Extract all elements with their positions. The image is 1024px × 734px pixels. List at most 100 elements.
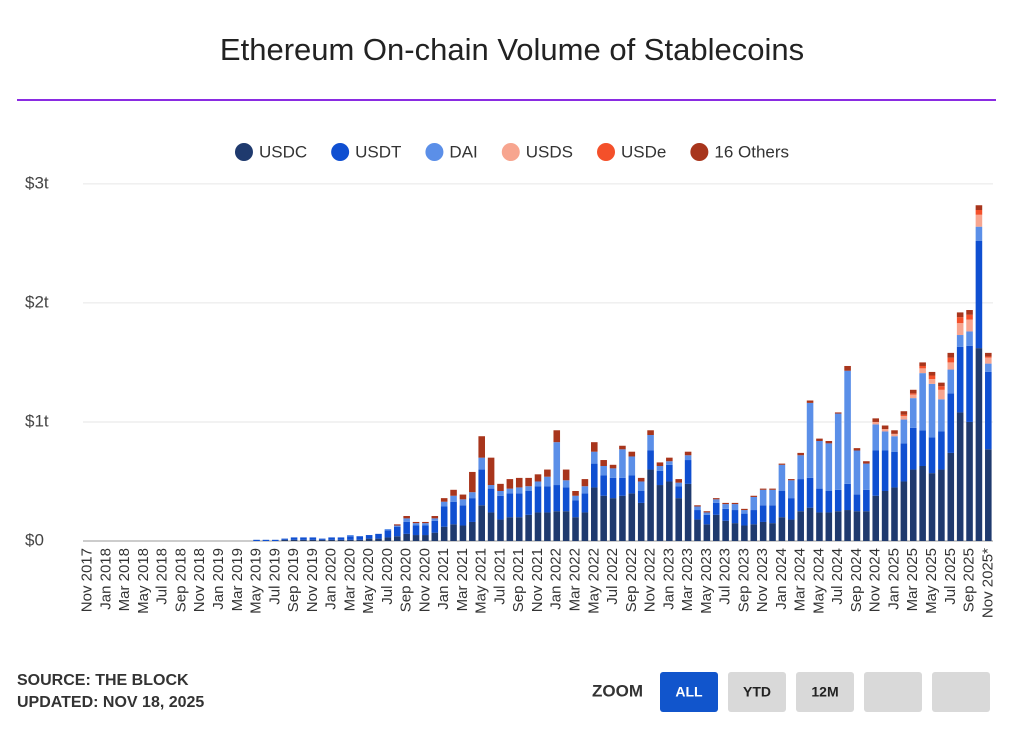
bar-segment: [956, 335, 964, 347]
legend-marker[interactable]: [501, 143, 520, 161]
legend-label[interactable]: USDC: [259, 142, 307, 161]
zoom-button[interactable]: [728, 672, 786, 712]
x-tick-label: May 2019: [248, 548, 265, 614]
legend-label[interactable]: DAI: [449, 142, 477, 161]
bar-segment: [947, 452, 955, 541]
legend-marker[interactable]: [331, 143, 350, 161]
x-tick-label: Nov 2024: [867, 548, 884, 612]
bar-segment: [619, 445, 626, 450]
bar-segment: [919, 373, 926, 431]
bar-segment: [731, 504, 739, 511]
legend-marker[interactable]: [234, 143, 253, 161]
bar-segment: [393, 536, 401, 541]
bar-segment: [600, 495, 607, 541]
x-tick-label: Jul 2022: [604, 548, 621, 605]
x-tick-label: Jan 2021: [435, 548, 452, 610]
bar-segment: [825, 443, 833, 491]
x-tick-label: May 2023: [698, 548, 715, 614]
bar-segment: [938, 431, 945, 470]
bar-segment: [393, 524, 401, 526]
legend-label[interactable]: 16 Others: [714, 142, 789, 161]
bar-segment: [872, 450, 880, 496]
bar-segment: [834, 489, 842, 512]
bar-segment: [487, 457, 495, 486]
bar-segment: [909, 398, 917, 428]
bar-segment: [365, 535, 373, 539]
bar-segment: [609, 498, 617, 541]
zoom-button[interactable]: [796, 672, 854, 712]
bar-segment: [591, 451, 598, 464]
zoom-button[interactable]: [932, 672, 990, 712]
bar-segment: [722, 504, 729, 509]
bar-segment: [712, 499, 720, 503]
legend-marker[interactable]: [425, 143, 444, 161]
bar-segment: [788, 519, 795, 541]
bar-segment: [891, 433, 898, 437]
x-tick-label: Jul 2019: [266, 548, 283, 605]
zoom-button-label[interactable]: ALL: [675, 684, 703, 700]
x-tick-label: Jan 2018: [97, 548, 114, 610]
bar-segment: [675, 482, 683, 487]
bar-segment: [309, 539, 317, 541]
bar-segment: [956, 317, 964, 324]
bar-segment: [544, 476, 551, 487]
bar-segment: [919, 362, 926, 366]
bar-segment: [497, 495, 504, 520]
bar-segment: [525, 477, 532, 487]
zoom-button-label[interactable]: YTD: [743, 684, 771, 700]
bar-segment: [290, 537, 298, 540]
x-tick-label: Jul 2021: [491, 548, 508, 605]
bar-segment: [272, 539, 279, 541]
x-tick-label: Sep 2022: [623, 548, 640, 612]
bar-segment: [666, 481, 673, 541]
bar-segment: [834, 511, 842, 541]
x-tick-label: Mar 2023: [679, 548, 696, 611]
legend-label[interactable]: USDS: [526, 142, 573, 161]
bar-segment: [300, 539, 307, 541]
bar-segment: [562, 469, 570, 481]
legend-marker[interactable]: [597, 143, 616, 161]
bar-segment: [290, 539, 298, 541]
bar-segment: [684, 460, 692, 484]
bar-segment: [797, 455, 804, 480]
bar-segment: [919, 430, 926, 466]
x-tick-label: Sep 2025: [961, 548, 978, 612]
bar-segment: [816, 488, 823, 513]
legend-label[interactable]: USDT: [355, 142, 401, 161]
bar-segment: [769, 523, 776, 541]
bar-segment: [515, 517, 523, 541]
zoom-button[interactable]: [660, 672, 718, 712]
bar-segment: [919, 465, 926, 541]
bar-segment: [440, 526, 448, 541]
legend-label[interactable]: USDe: [621, 142, 666, 161]
bar-segment: [637, 490, 645, 503]
bar-segment: [544, 512, 551, 541]
zoom-button[interactable]: [864, 672, 922, 712]
bar-segment: [534, 474, 542, 482]
bar-segment: [816, 438, 823, 441]
x-tick-label: Sep 2023: [735, 548, 752, 612]
bar-segment: [562, 480, 570, 488]
bar-segment: [750, 524, 758, 541]
bar-segment: [318, 538, 326, 540]
legend-marker[interactable]: [690, 143, 709, 161]
bar-segment: [328, 537, 335, 540]
bar-segment: [440, 506, 448, 527]
bar-segment: [750, 496, 758, 511]
x-tick-label: Mar 2021: [454, 548, 471, 611]
bar-segment: [694, 510, 701, 520]
x-tick-label: Nov 2023: [754, 548, 771, 612]
bar-segment: [487, 485, 495, 489]
bar-segment: [825, 512, 833, 541]
y-tick-label: $2t: [25, 292, 49, 311]
bar-segment: [356, 539, 364, 541]
bar-segment: [459, 505, 467, 526]
bar-segment: [666, 457, 673, 462]
bar-segment: [947, 357, 955, 363]
bar-segment: [769, 489, 776, 506]
zoom-button-label[interactable]: 12M: [811, 684, 838, 700]
bar-segment: [881, 431, 889, 451]
bar-segment: [985, 363, 992, 372]
bar-segment: [853, 511, 861, 541]
